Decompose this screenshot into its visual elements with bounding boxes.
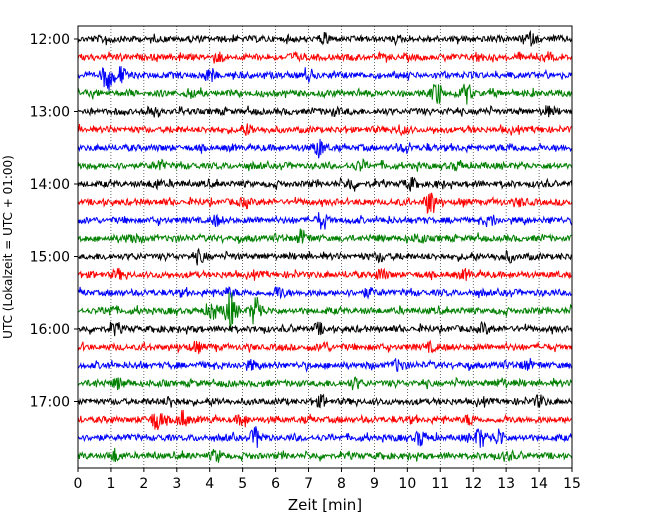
x-tick-label: 4 — [205, 476, 214, 492]
x-tick-label: 12 — [464, 476, 482, 492]
x-tick-label: 3 — [172, 476, 181, 492]
y-axis-ticks: 12:00 13:00 14:00 15:00 16:00 17:00 — [30, 32, 78, 411]
x-axis-ticks: 0 1 2 3 4 5 6 7 8 9 10 11 12 13 14 15 — [74, 468, 581, 492]
trace-1200 — [77, 29, 573, 47]
x-tick-label: 6 — [271, 476, 280, 492]
x-tick-label: 11 — [431, 476, 449, 492]
trace-1600 — [77, 320, 573, 337]
trace-1215 — [77, 50, 573, 64]
x-tick-label: 15 — [563, 476, 581, 492]
y-tick-label: 16:00 — [30, 322, 70, 338]
y-tick-label: 14:00 — [30, 177, 70, 193]
trace-1245 — [77, 83, 573, 105]
trace-1300 — [77, 104, 573, 118]
x-tick-label: 13 — [497, 476, 515, 492]
trace-1445 — [77, 228, 573, 245]
x-axis-label: Zeit [min] — [288, 496, 362, 514]
trace-1430 — [77, 212, 573, 230]
trace-1400 — [77, 176, 573, 192]
x-tick-label: 2 — [139, 476, 148, 492]
trace-1545 — [77, 292, 573, 332]
trace-1645 — [77, 376, 573, 391]
x-tick-label: 8 — [337, 476, 346, 492]
trace-1230 — [77, 66, 573, 92]
plot-frame — [77, 25, 573, 469]
trace-1415 — [77, 192, 573, 215]
trace-1630 — [77, 358, 573, 373]
trace-1730 — [77, 426, 573, 448]
y-axis-label: UTC (Lokalzeit = UTC + 01:00) — [1, 155, 15, 339]
x-tick-label: 9 — [370, 476, 379, 492]
trace-1615 — [77, 339, 573, 355]
trace-1715 — [77, 409, 573, 431]
x-tick-label: 7 — [304, 476, 313, 492]
trace-1330 — [77, 138, 573, 159]
x-tick-label: 10 — [398, 476, 416, 492]
x-tick-label: 1 — [106, 476, 115, 492]
x-tick-label: 14 — [530, 476, 548, 492]
trace-1515 — [77, 267, 573, 281]
y-tick-label: 17:00 — [30, 395, 70, 411]
trace-1745 — [77, 447, 573, 463]
trace-1700 — [77, 393, 573, 409]
y-tick-label: 12:00 — [30, 32, 70, 48]
seismic-traces — [77, 29, 573, 463]
trace-1345 — [77, 158, 573, 172]
trace-1530 — [77, 286, 573, 300]
x-tick-label: 5 — [238, 476, 247, 492]
y-tick-label: 13:00 — [30, 105, 70, 121]
trace-1315 — [77, 123, 573, 137]
trace-1500 — [77, 247, 573, 266]
x-tick-label: 0 — [74, 476, 83, 492]
y-tick-label: 15:00 — [30, 250, 70, 266]
